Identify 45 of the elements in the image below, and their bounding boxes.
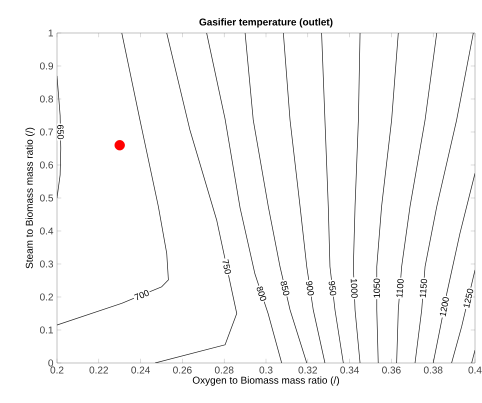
- x-axis-title: Oxygen to Biomass mass ratio (/): [192, 376, 340, 386]
- y-tick-label: 1: [48, 30, 53, 36]
- x-tick-label: 0.36: [382, 366, 401, 374]
- x-tick-label: 0.34: [340, 366, 360, 374]
- text: 800: [256, 286, 266, 301]
- text: 700: [134, 290, 149, 300]
- chart-title: Gasifier temperature (outlet): [199, 18, 332, 28]
- text: 1200: [440, 297, 449, 316]
- text: 1100: [396, 278, 404, 298]
- text: 1150: [420, 278, 428, 298]
- x-tick-label: 0.22: [89, 366, 108, 374]
- line-series: [432, 172, 476, 363]
- x-tick-label: 0.3: [259, 366, 272, 374]
- line-series: [244, 32, 308, 363]
- line-series: [396, 32, 438, 363]
- y-tick-label: 0: [48, 359, 54, 367]
- text: 900: [306, 281, 314, 296]
- y-tick-label: 0.5: [40, 194, 54, 202]
- text: 950: [328, 281, 336, 296]
- y-tick-label: 0.7: [40, 128, 53, 136]
- text: 850: [280, 281, 290, 296]
- x-tick-label: 0.38: [424, 366, 442, 374]
- y-axis-title: Steam to Biomass mass ratio (/): [26, 128, 35, 268]
- text: 1250: [464, 288, 474, 308]
- line-series: [414, 32, 474, 363]
- y-tick-label: 0.3: [40, 260, 54, 268]
- x-tick-label: 0.4: [468, 366, 482, 374]
- text: 650: [57, 124, 64, 140]
- y-tick-label: 0.9: [40, 62, 54, 70]
- y-tick-label: 0.4: [40, 227, 54, 235]
- text: 1000: [350, 279, 358, 298]
- line-series: [154, 32, 238, 363]
- line-series: [57, 32, 169, 326]
- y-tick-label: 0.6: [40, 161, 54, 169]
- y-tick-label: 0.1: [40, 326, 54, 334]
- text: 750: [222, 259, 231, 274]
- line-series: [321, 32, 344, 363]
- line-series: [206, 32, 282, 363]
- y-tick-label: 0.2: [40, 293, 53, 301]
- x-tick-label: 0.26: [173, 366, 192, 374]
- y-tick-label: 0.8: [40, 95, 54, 103]
- x-tick-label: 0.28: [214, 366, 234, 374]
- text: 1050: [374, 278, 380, 298]
- x-tick-label: 0.24: [131, 366, 150, 374]
- x-tick-label: 0.32: [298, 366, 317, 374]
